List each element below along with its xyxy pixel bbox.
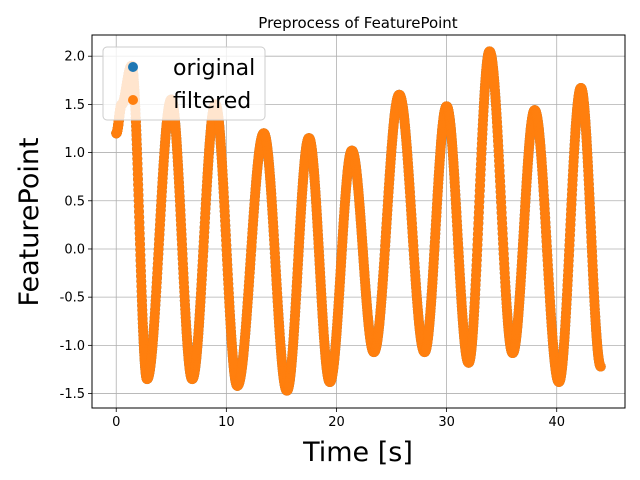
x-tick-label: 10 xyxy=(218,415,235,430)
y-tick-label: 0.5 xyxy=(64,194,85,209)
legend-marker-original xyxy=(128,62,138,72)
data-point-filtered xyxy=(595,361,606,372)
x-tick-label: 0 xyxy=(112,415,120,430)
y-tick-label: -0.5 xyxy=(60,291,85,306)
x-tick-label: 40 xyxy=(548,415,565,430)
ticks: 0 10 20 30 40 -1.5 -1.0 -0.5 0.0 0.5 1.0 1.5 2.0 xyxy=(60,50,565,430)
axes-frame xyxy=(91,34,626,409)
legend: original filtered xyxy=(102,46,266,121)
y-axis-label: FeaturePoint xyxy=(14,137,45,306)
y-tick-label: -1.0 xyxy=(60,339,85,354)
y-tick-label: 1.5 xyxy=(64,98,85,113)
legend-label-original: original xyxy=(173,56,255,81)
series-filtered xyxy=(111,46,606,396)
chart-title: Preprocess of FeaturePoint xyxy=(258,14,458,32)
legend-label-filtered: filtered xyxy=(173,89,251,114)
legend-box xyxy=(102,46,266,121)
y-tick-label: 0.0 xyxy=(64,242,85,257)
x-axis-label: Time [s] xyxy=(302,437,413,468)
y-tick-label: 1.0 xyxy=(64,146,85,161)
x-tick-label: 20 xyxy=(328,415,345,430)
y-tick-label: 2.0 xyxy=(64,50,85,65)
x-tick-label: 30 xyxy=(438,415,455,430)
legend-marker-filtered xyxy=(128,95,138,105)
y-tick-label: -1.5 xyxy=(60,387,85,402)
